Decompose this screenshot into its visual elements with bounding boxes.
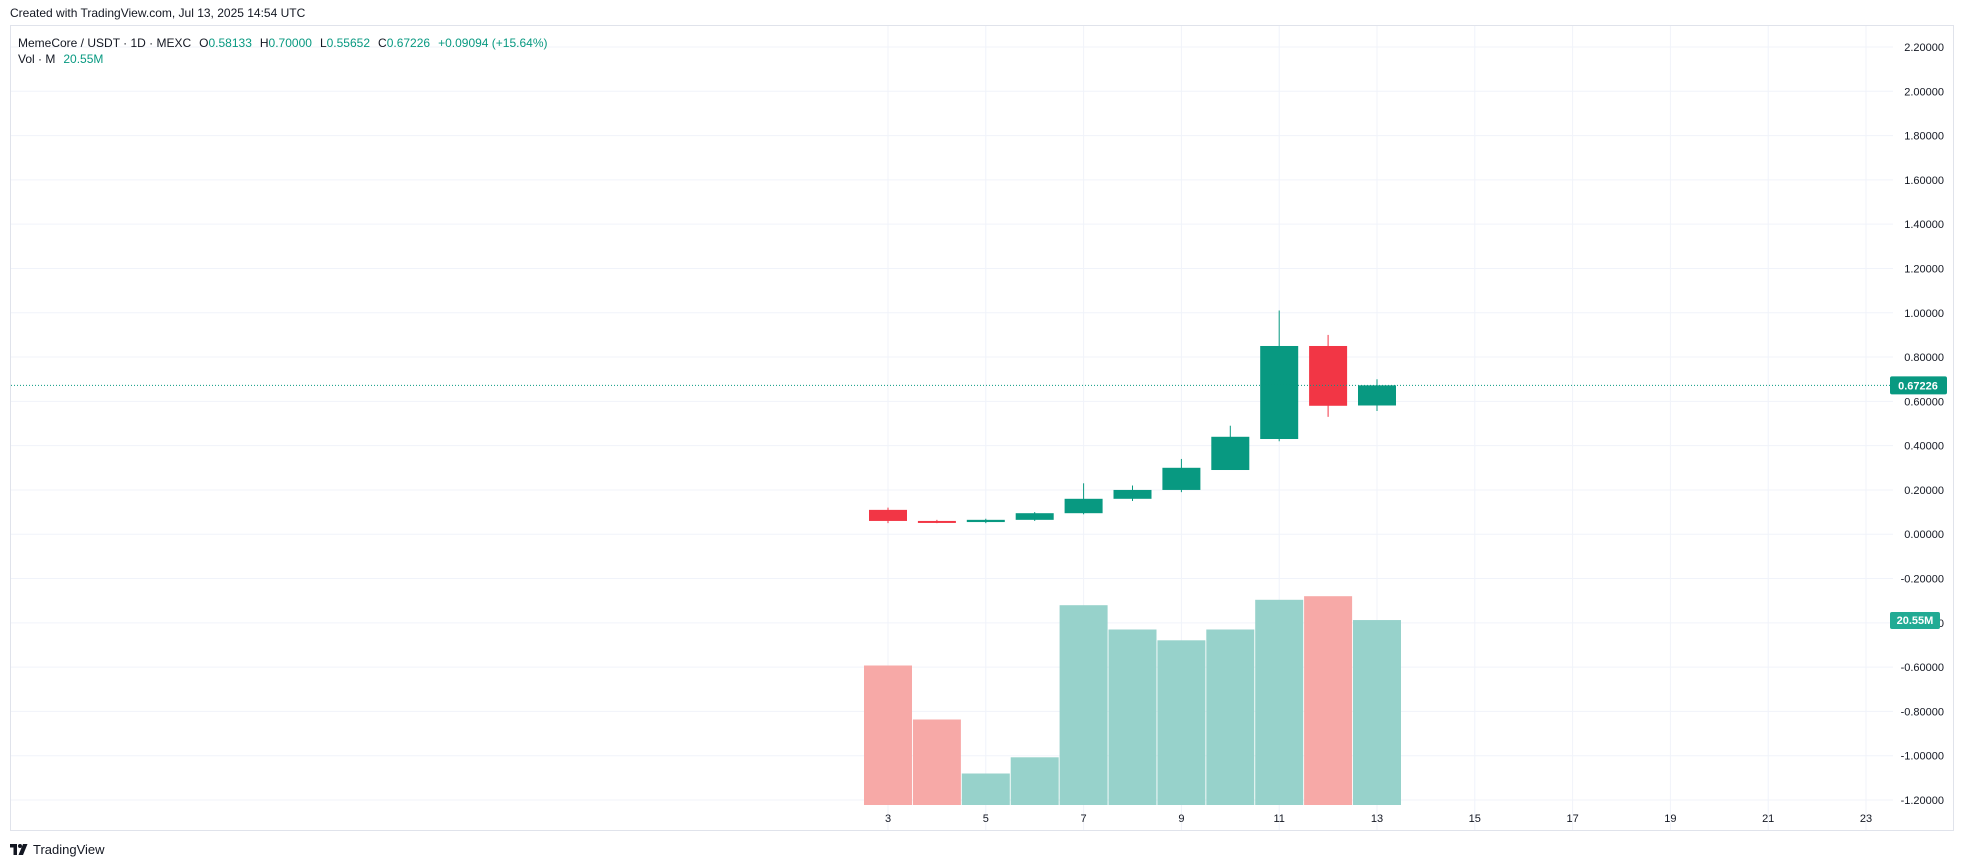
time-tick-label: 5 bbox=[983, 813, 989, 825]
symbol-title[interactable]: MemeCore / USDT · 1D · MEXC bbox=[18, 36, 192, 50]
candles bbox=[869, 310, 1396, 524]
volume-bar bbox=[1108, 629, 1157, 805]
price-tick-label: 1.20000 bbox=[1904, 263, 1944, 275]
close-value: 0.67226 bbox=[386, 36, 431, 50]
time-tick-label: 21 bbox=[1762, 813, 1774, 825]
current-price-marker bbox=[1890, 376, 1947, 395]
volume-bar bbox=[1206, 629, 1255, 805]
candle-body bbox=[1309, 345, 1348, 406]
current-price-label: 0.67226 bbox=[1898, 380, 1938, 392]
candle-body bbox=[1358, 385, 1396, 406]
price-axis: 2.20000 2.00000 1.80000 1.60000 1.40000 1.200… bbox=[1901, 42, 1944, 807]
created-with-text: Created with TradingView.com, Jul 13, 20… bbox=[10, 6, 306, 20]
candle-body bbox=[1211, 436, 1250, 471]
tradingview-brand[interactable]: TradingView bbox=[10, 842, 105, 857]
candle-body bbox=[1260, 345, 1299, 440]
chart-legend: MemeCore / USDT · 1D · MEXC O 0.58133 H 0.… bbox=[18, 35, 548, 67]
high-label: H bbox=[259, 36, 269, 50]
price-tick-label: 0.80000 bbox=[1904, 352, 1944, 364]
candle-body bbox=[869, 509, 907, 521]
time-tick-label: 17 bbox=[1566, 813, 1578, 825]
close-label: C bbox=[378, 36, 387, 50]
price-tick-label: 0.40000 bbox=[1904, 441, 1944, 453]
brand-name: TradingView bbox=[33, 842, 105, 857]
volume-bar bbox=[1353, 620, 1401, 805]
volume-bar bbox=[1255, 599, 1304, 805]
volume-bar bbox=[1157, 640, 1206, 805]
time-tick-label: 11 bbox=[1273, 813, 1284, 825]
tradingview-logo-icon bbox=[10, 844, 28, 855]
change-value: +0.09094 (+15.64%) bbox=[438, 36, 548, 50]
chart-frame bbox=[10, 25, 1954, 831]
volume-bar bbox=[912, 719, 961, 805]
price-tick-label: 1.60000 bbox=[1904, 175, 1944, 187]
time-tick-label: 7 bbox=[1081, 813, 1087, 825]
candle-body bbox=[1015, 513, 1054, 520]
high-value: 0.70000 bbox=[268, 36, 312, 50]
price-tick-label: 2.20000 bbox=[1904, 42, 1944, 54]
candle-body bbox=[917, 520, 956, 523]
low-label: L bbox=[319, 36, 327, 50]
volume-bar bbox=[1010, 757, 1059, 805]
candle-body bbox=[1113, 489, 1152, 499]
volume-bar bbox=[864, 665, 912, 805]
open-label: O bbox=[199, 36, 209, 50]
price-tick-label: -1.00000 bbox=[1901, 751, 1944, 763]
time-axis: 3 5 7 9 11 13 15 17 19 21 23 bbox=[885, 813, 1872, 825]
candle-body bbox=[1064, 498, 1103, 514]
price-tick-label: 1.00000 bbox=[1904, 308, 1944, 320]
candle-body bbox=[1162, 467, 1201, 490]
volume-value: 20.55M bbox=[63, 52, 104, 66]
price-tick-label: -0.80000 bbox=[1901, 706, 1944, 718]
last-value-markers: 0.67226 20.55M bbox=[11, 376, 1947, 630]
current-volume-marker bbox=[1890, 612, 1940, 630]
volume-bar bbox=[961, 773, 1010, 805]
volume-bar bbox=[1059, 605, 1108, 805]
current-volume-label: 20.55M bbox=[1897, 615, 1934, 627]
volume-bars bbox=[864, 596, 1401, 805]
price-tick-label: 0.20000 bbox=[1904, 485, 1944, 497]
time-tick-label: 3 bbox=[885, 813, 891, 825]
price-tick-label: 0.60000 bbox=[1904, 396, 1944, 408]
price-tick-label: -0.60000 bbox=[1901, 662, 1944, 674]
time-tick-label: 15 bbox=[1469, 813, 1481, 825]
price-tick-label: 0.00000 bbox=[1904, 529, 1944, 541]
grid-lines bbox=[11, 26, 1893, 830]
open-value: 0.58133 bbox=[208, 36, 252, 50]
time-tick-label: 23 bbox=[1860, 813, 1872, 825]
volume-legend-row: Vol · M 20.55M bbox=[18, 51, 548, 67]
volume-bar bbox=[1304, 596, 1353, 805]
time-tick-label: 9 bbox=[1178, 813, 1184, 825]
time-tick-label: 13 bbox=[1371, 813, 1383, 825]
time-tick-label: 19 bbox=[1664, 813, 1676, 825]
price-tick-label: -0.20000 bbox=[1901, 574, 1944, 586]
price-tick-label: 1.80000 bbox=[1904, 131, 1944, 143]
price-tick-label: 1.40000 bbox=[1904, 219, 1944, 231]
candle-body bbox=[966, 519, 1005, 523]
low-value: 0.55652 bbox=[326, 36, 371, 50]
volume-label[interactable]: Vol · M bbox=[18, 52, 56, 66]
price-tick-label: -1.20000 bbox=[1901, 795, 1944, 807]
ohlc-legend-row: MemeCore / USDT · 1D · MEXC O 0.58133 H 0.… bbox=[18, 35, 548, 51]
price-tick-label: 2.00000 bbox=[1904, 86, 1944, 98]
